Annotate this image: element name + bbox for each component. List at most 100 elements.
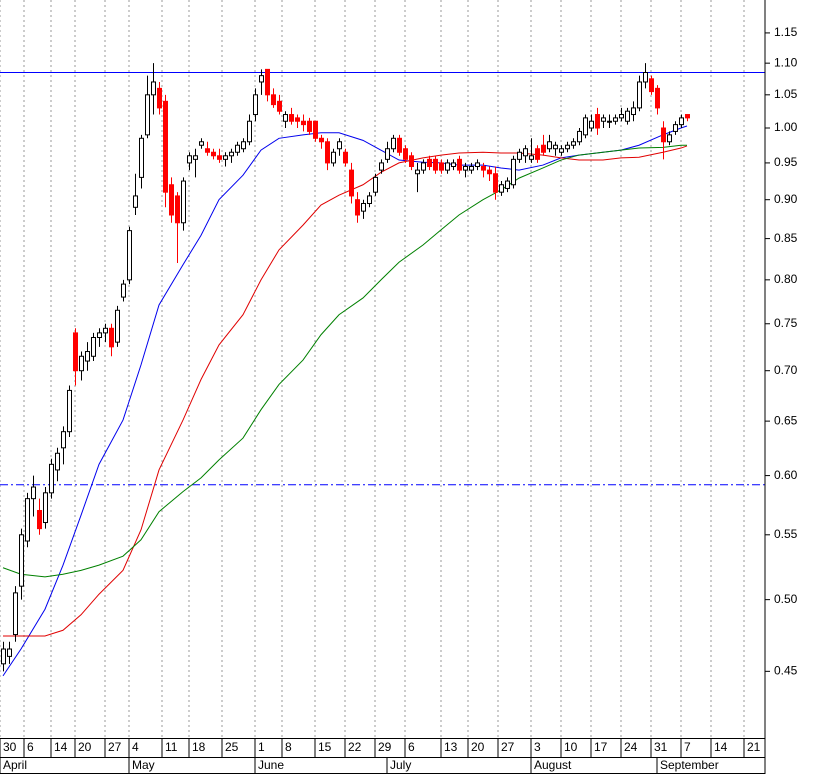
- candle-body: [379, 162, 384, 171]
- candle-body: [475, 162, 480, 168]
- y-tick-label: 1.00: [774, 120, 798, 134]
- x-tick-label: 6: [408, 740, 415, 754]
- candle-body: [481, 166, 486, 171]
- candle-body: [643, 72, 648, 83]
- y-tick-label: 0.70: [774, 363, 798, 377]
- candle-body: [451, 162, 456, 168]
- x-tick-label: 31: [654, 740, 668, 754]
- y-tick-label: 0.60: [774, 468, 798, 482]
- candle-body: [469, 166, 474, 171]
- candle-body: [337, 141, 342, 150]
- candle-body: [619, 114, 624, 119]
- candle-body: [625, 110, 630, 122]
- month-label: June: [258, 758, 284, 772]
- candle-body: [421, 162, 426, 171]
- x-tick-label: 18: [192, 740, 206, 754]
- x-tick-label: 27: [501, 740, 515, 754]
- x-tick-label: 8: [285, 740, 292, 754]
- candle-body: [613, 117, 618, 122]
- candle-body: [307, 120, 312, 132]
- x-tick-label: 1: [258, 740, 265, 754]
- candle-body: [229, 151, 234, 157]
- x-tick-label: 7: [684, 740, 691, 754]
- candle-body: [595, 114, 600, 129]
- candle-body: [241, 141, 246, 150]
- candle-body: [535, 148, 540, 160]
- candle-body: [187, 155, 192, 164]
- candle-body: [271, 94, 276, 106]
- month-label: August: [534, 758, 572, 772]
- candle-body: [373, 176, 378, 193]
- candle-body: [559, 148, 564, 153]
- candle-body: [205, 148, 210, 153]
- candle-body: [517, 151, 522, 160]
- candle-body: [367, 195, 372, 204]
- candle-body: [253, 94, 258, 116]
- month-label: July: [390, 758, 411, 772]
- candle-body: [67, 389, 72, 433]
- candle-body: [685, 114, 690, 119]
- candle-body: [169, 184, 174, 216]
- candle-body: [313, 120, 318, 139]
- candle-body: [487, 169, 492, 175]
- candle-body: [19, 534, 24, 587]
- candle-body: [505, 180, 510, 189]
- candle-body: [547, 141, 552, 150]
- candle-body: [343, 151, 348, 164]
- x-tick-label: 30: [3, 740, 17, 754]
- candle-body: [223, 155, 228, 160]
- candle-body: [457, 158, 462, 171]
- y-tick-label: 1.10: [774, 55, 798, 69]
- x-tick-label: 22: [348, 740, 362, 754]
- x-tick-label: 21: [747, 740, 761, 754]
- candle-body: [427, 158, 432, 168]
- candle-body: [319, 137, 324, 143]
- candle-body: [325, 141, 330, 164]
- candle-body: [463, 166, 468, 171]
- candle-body: [55, 452, 60, 471]
- y-tick-label: 0.85: [774, 231, 798, 245]
- candle-body: [655, 87, 660, 109]
- candle-body: [577, 130, 582, 143]
- candle-body: [349, 169, 354, 197]
- y-tick-label: 0.90: [774, 192, 798, 206]
- candle-body: [397, 137, 402, 153]
- candle-body: [679, 117, 684, 126]
- x-tick-label: 20: [78, 740, 92, 754]
- y-tick-label: 0.55: [774, 527, 798, 541]
- y-tick-label: 0.65: [774, 413, 798, 427]
- candle-body: [529, 155, 534, 160]
- candle-body: [667, 134, 672, 143]
- y-tick-label: 0.95: [774, 155, 798, 169]
- candle-body: [151, 81, 156, 96]
- x-tick-label: 14: [714, 740, 728, 754]
- x-tick-label: 17: [594, 740, 608, 754]
- x-tick-label: 6: [27, 740, 34, 754]
- candle-body: [637, 81, 642, 109]
- x-tick-label: 24: [624, 740, 638, 754]
- candle-body: [661, 127, 666, 143]
- x-tick-label: 4: [132, 740, 139, 754]
- x-tick-label: 27: [108, 740, 122, 754]
- candle-body: [601, 117, 606, 122]
- candle-body: [7, 648, 12, 657]
- candle-body: [91, 337, 96, 357]
- plot: [0, 63, 765, 677]
- candle-body: [109, 327, 114, 348]
- candle-body: [355, 199, 360, 216]
- candle-body: [97, 332, 102, 339]
- month-label: September: [660, 758, 719, 772]
- candle-body: [127, 230, 132, 281]
- month-label: May: [132, 758, 155, 772]
- candle-body: [523, 148, 528, 157]
- candle-body: [37, 509, 42, 530]
- x-tick-label: 3: [534, 740, 541, 754]
- month-label: April: [3, 758, 27, 772]
- candle-body: [175, 195, 180, 224]
- x-tick-label: 11: [165, 740, 178, 754]
- candle-body: [295, 117, 300, 122]
- candle-body: [217, 155, 222, 160]
